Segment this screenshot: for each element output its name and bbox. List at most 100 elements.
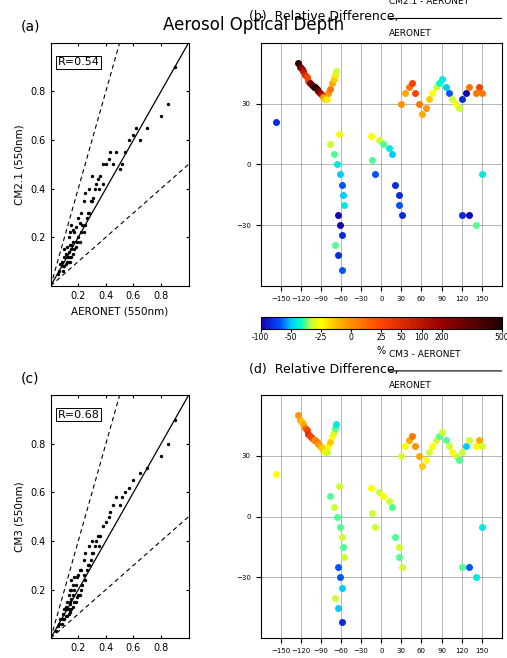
Text: %: % — [377, 347, 386, 357]
Point — [66, 584, 74, 595]
Point — [96, 531, 104, 542]
Point — [58, 619, 66, 629]
Point — [77, 227, 85, 238]
Point — [60, 251, 68, 262]
Point — [129, 475, 137, 486]
Point — [80, 570, 88, 580]
Point — [106, 507, 114, 517]
Point — [129, 130, 137, 140]
Point — [60, 261, 68, 272]
Point — [136, 468, 144, 478]
Point — [136, 135, 144, 145]
Point — [67, 594, 76, 605]
Point — [83, 565, 91, 576]
Point — [74, 590, 82, 600]
Point — [67, 244, 76, 255]
Point — [95, 541, 103, 551]
Point — [93, 531, 101, 542]
Point — [69, 580, 77, 590]
Point — [81, 548, 89, 559]
Point — [63, 256, 71, 266]
Point — [79, 220, 87, 230]
Text: (a): (a) — [20, 19, 40, 33]
Point — [104, 154, 113, 164]
Point — [67, 220, 76, 230]
Point — [59, 261, 67, 272]
Text: R=0.54: R=0.54 — [58, 57, 99, 67]
Point — [88, 536, 96, 546]
Point — [63, 597, 71, 607]
Point — [88, 548, 96, 559]
Point — [71, 597, 80, 607]
Point — [59, 609, 67, 619]
Point — [76, 237, 84, 247]
Point — [56, 613, 64, 624]
Point — [70, 244, 78, 255]
Point — [62, 259, 70, 269]
Point — [58, 256, 66, 266]
Point — [143, 122, 151, 133]
Text: (b)  Relative Difference,: (b) Relative Difference, — [248, 11, 398, 23]
Point — [59, 613, 67, 624]
Point — [73, 592, 81, 602]
Point — [108, 159, 117, 170]
Point — [63, 251, 71, 262]
Point — [60, 613, 68, 624]
Point — [88, 171, 96, 182]
Point — [66, 227, 74, 238]
Point — [69, 601, 77, 612]
Point — [67, 584, 76, 595]
Point — [64, 251, 73, 262]
Point — [69, 590, 77, 600]
Point — [62, 249, 70, 259]
Text: (d)  Relative Difference,: (d) Relative Difference, — [248, 363, 398, 376]
Point — [76, 217, 84, 228]
Point — [64, 256, 73, 266]
Point — [85, 560, 93, 570]
Point — [89, 193, 97, 203]
Point — [66, 597, 74, 607]
Point — [60, 604, 68, 615]
Y-axis label: CM2.1 (550nm): CM2.1 (550nm) — [15, 124, 25, 205]
Point — [88, 195, 96, 206]
Point — [77, 565, 85, 576]
Point — [106, 147, 114, 157]
Point — [63, 604, 71, 615]
Point — [67, 604, 76, 615]
Point — [64, 232, 73, 243]
Point — [92, 536, 100, 546]
Text: CM3 - AERONET: CM3 - AERONET — [388, 350, 460, 359]
Point — [143, 463, 151, 473]
Point — [64, 604, 73, 615]
Point — [71, 222, 80, 233]
Point — [84, 560, 92, 570]
Point — [77, 208, 85, 218]
Text: R=0.68: R=0.68 — [58, 410, 99, 420]
Point — [96, 171, 104, 182]
Point — [63, 241, 71, 252]
Point — [89, 548, 97, 559]
Point — [73, 237, 81, 247]
Point — [80, 195, 88, 206]
Point — [81, 188, 89, 199]
Point — [70, 227, 78, 238]
Point — [60, 244, 68, 255]
Point — [85, 184, 93, 194]
Point — [171, 62, 179, 72]
Point — [54, 621, 62, 632]
Point — [112, 147, 120, 157]
Point — [74, 232, 82, 243]
Point — [55, 619, 63, 629]
Point — [132, 122, 140, 133]
Point — [85, 541, 93, 551]
Point — [80, 227, 88, 238]
Point — [112, 492, 120, 503]
Point — [84, 208, 92, 218]
Point — [102, 517, 110, 527]
Point — [55, 266, 63, 276]
Point — [67, 251, 76, 262]
Point — [70, 597, 78, 607]
Point — [164, 438, 172, 449]
Point — [71, 580, 80, 590]
Point — [121, 147, 129, 157]
